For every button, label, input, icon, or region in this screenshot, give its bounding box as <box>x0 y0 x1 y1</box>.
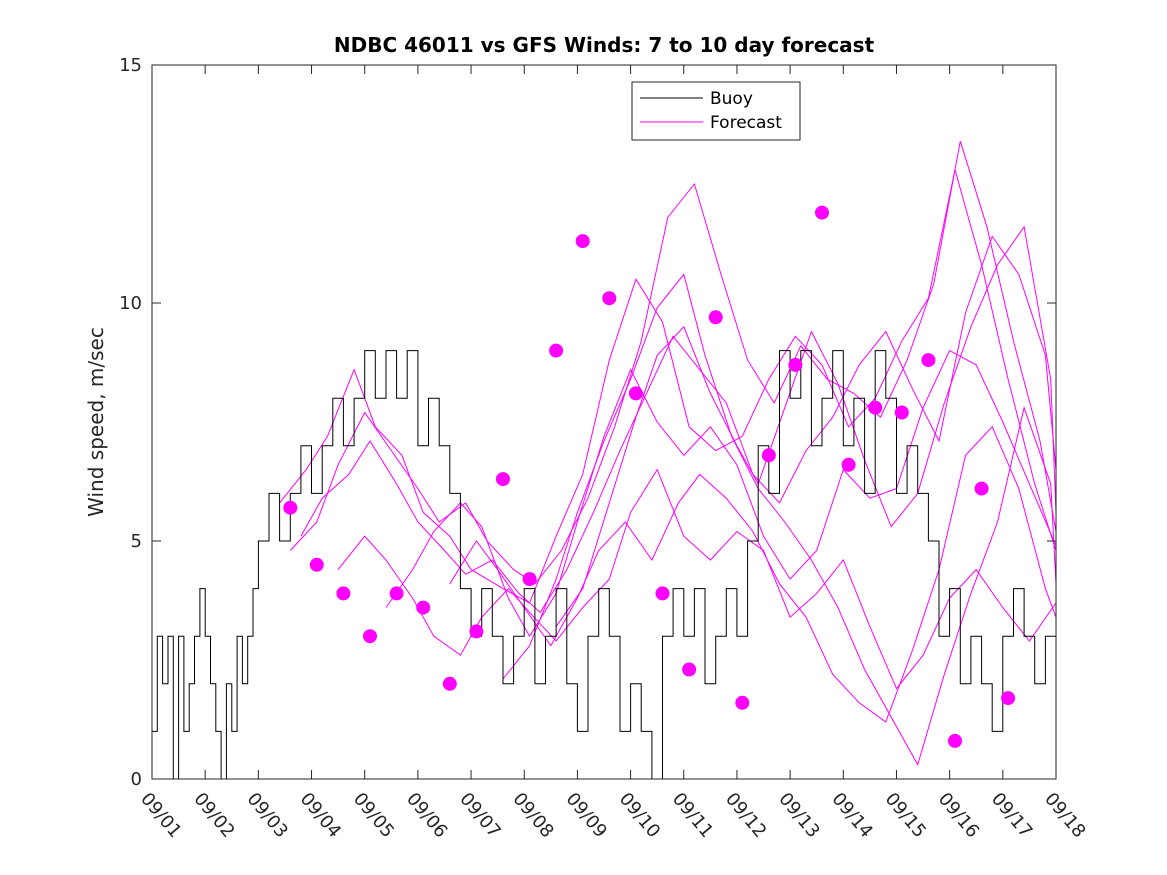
forecast-series-group <box>279 141 1057 766</box>
forecast-point <box>575 234 590 249</box>
forecast-points-group <box>283 205 1016 748</box>
forecast-point <box>868 400 883 415</box>
forecast-point <box>735 695 750 710</box>
forecast-point <box>442 676 457 691</box>
forecast-point <box>336 586 351 601</box>
forecast-point <box>921 353 936 368</box>
forecast-point <box>841 457 856 472</box>
forecast-line-6 <box>449 425 1057 723</box>
forecast-point <box>363 629 377 644</box>
buoy-series-group <box>152 350 1057 780</box>
y-tick-label: 15 <box>119 55 142 76</box>
forecast-line-2 <box>289 141 1057 585</box>
forecast-point <box>389 586 404 601</box>
forecast-point <box>309 557 324 572</box>
y-tick-label: 5 <box>131 531 142 552</box>
legend-box <box>631 81 801 141</box>
forecast-point <box>283 500 298 515</box>
forecast-point <box>682 662 697 677</box>
forecast-point <box>948 733 962 748</box>
forecast-point <box>602 291 617 306</box>
forecast-point <box>1001 691 1016 706</box>
forecast-point <box>815 205 829 220</box>
forecast-point <box>469 624 484 639</box>
forecast-point <box>522 572 537 587</box>
legend-forecast-label: Forecast <box>710 113 782 133</box>
y-axis: 0 5 10 15 <box>119 55 1056 790</box>
forecast-point <box>974 481 989 496</box>
forecast-line-7 <box>502 273 1057 766</box>
chart-title: NDBC 46011 vs GFS Winds: 7 to 10 day for… <box>334 33 875 57</box>
plot-area <box>152 65 1056 779</box>
forecast-point <box>416 600 431 615</box>
buoy-line <box>152 350 1057 780</box>
forecast-line-8 <box>555 225 1057 627</box>
y-tick-label: 10 <box>119 293 142 314</box>
legend-buoy-label: Buoy <box>710 89 753 109</box>
forecast-point <box>708 310 723 325</box>
y-axis-label: Wind speed, m/sec <box>84 327 108 517</box>
forecast-line-4 <box>337 468 1057 690</box>
forecast-point <box>549 343 564 358</box>
forecast-line-5 <box>385 349 1057 638</box>
forecast-point <box>496 472 510 487</box>
axes-box <box>151 64 1057 780</box>
y-tick-label: 0 <box>131 769 142 790</box>
forecast-point <box>655 586 670 601</box>
forecast-point <box>894 405 909 420</box>
forecast-point <box>628 386 643 401</box>
forecast-line-3 <box>300 235 1057 614</box>
forecast-point <box>788 357 803 372</box>
forecast-point <box>761 448 776 463</box>
legend: Buoy Forecast <box>631 81 801 141</box>
